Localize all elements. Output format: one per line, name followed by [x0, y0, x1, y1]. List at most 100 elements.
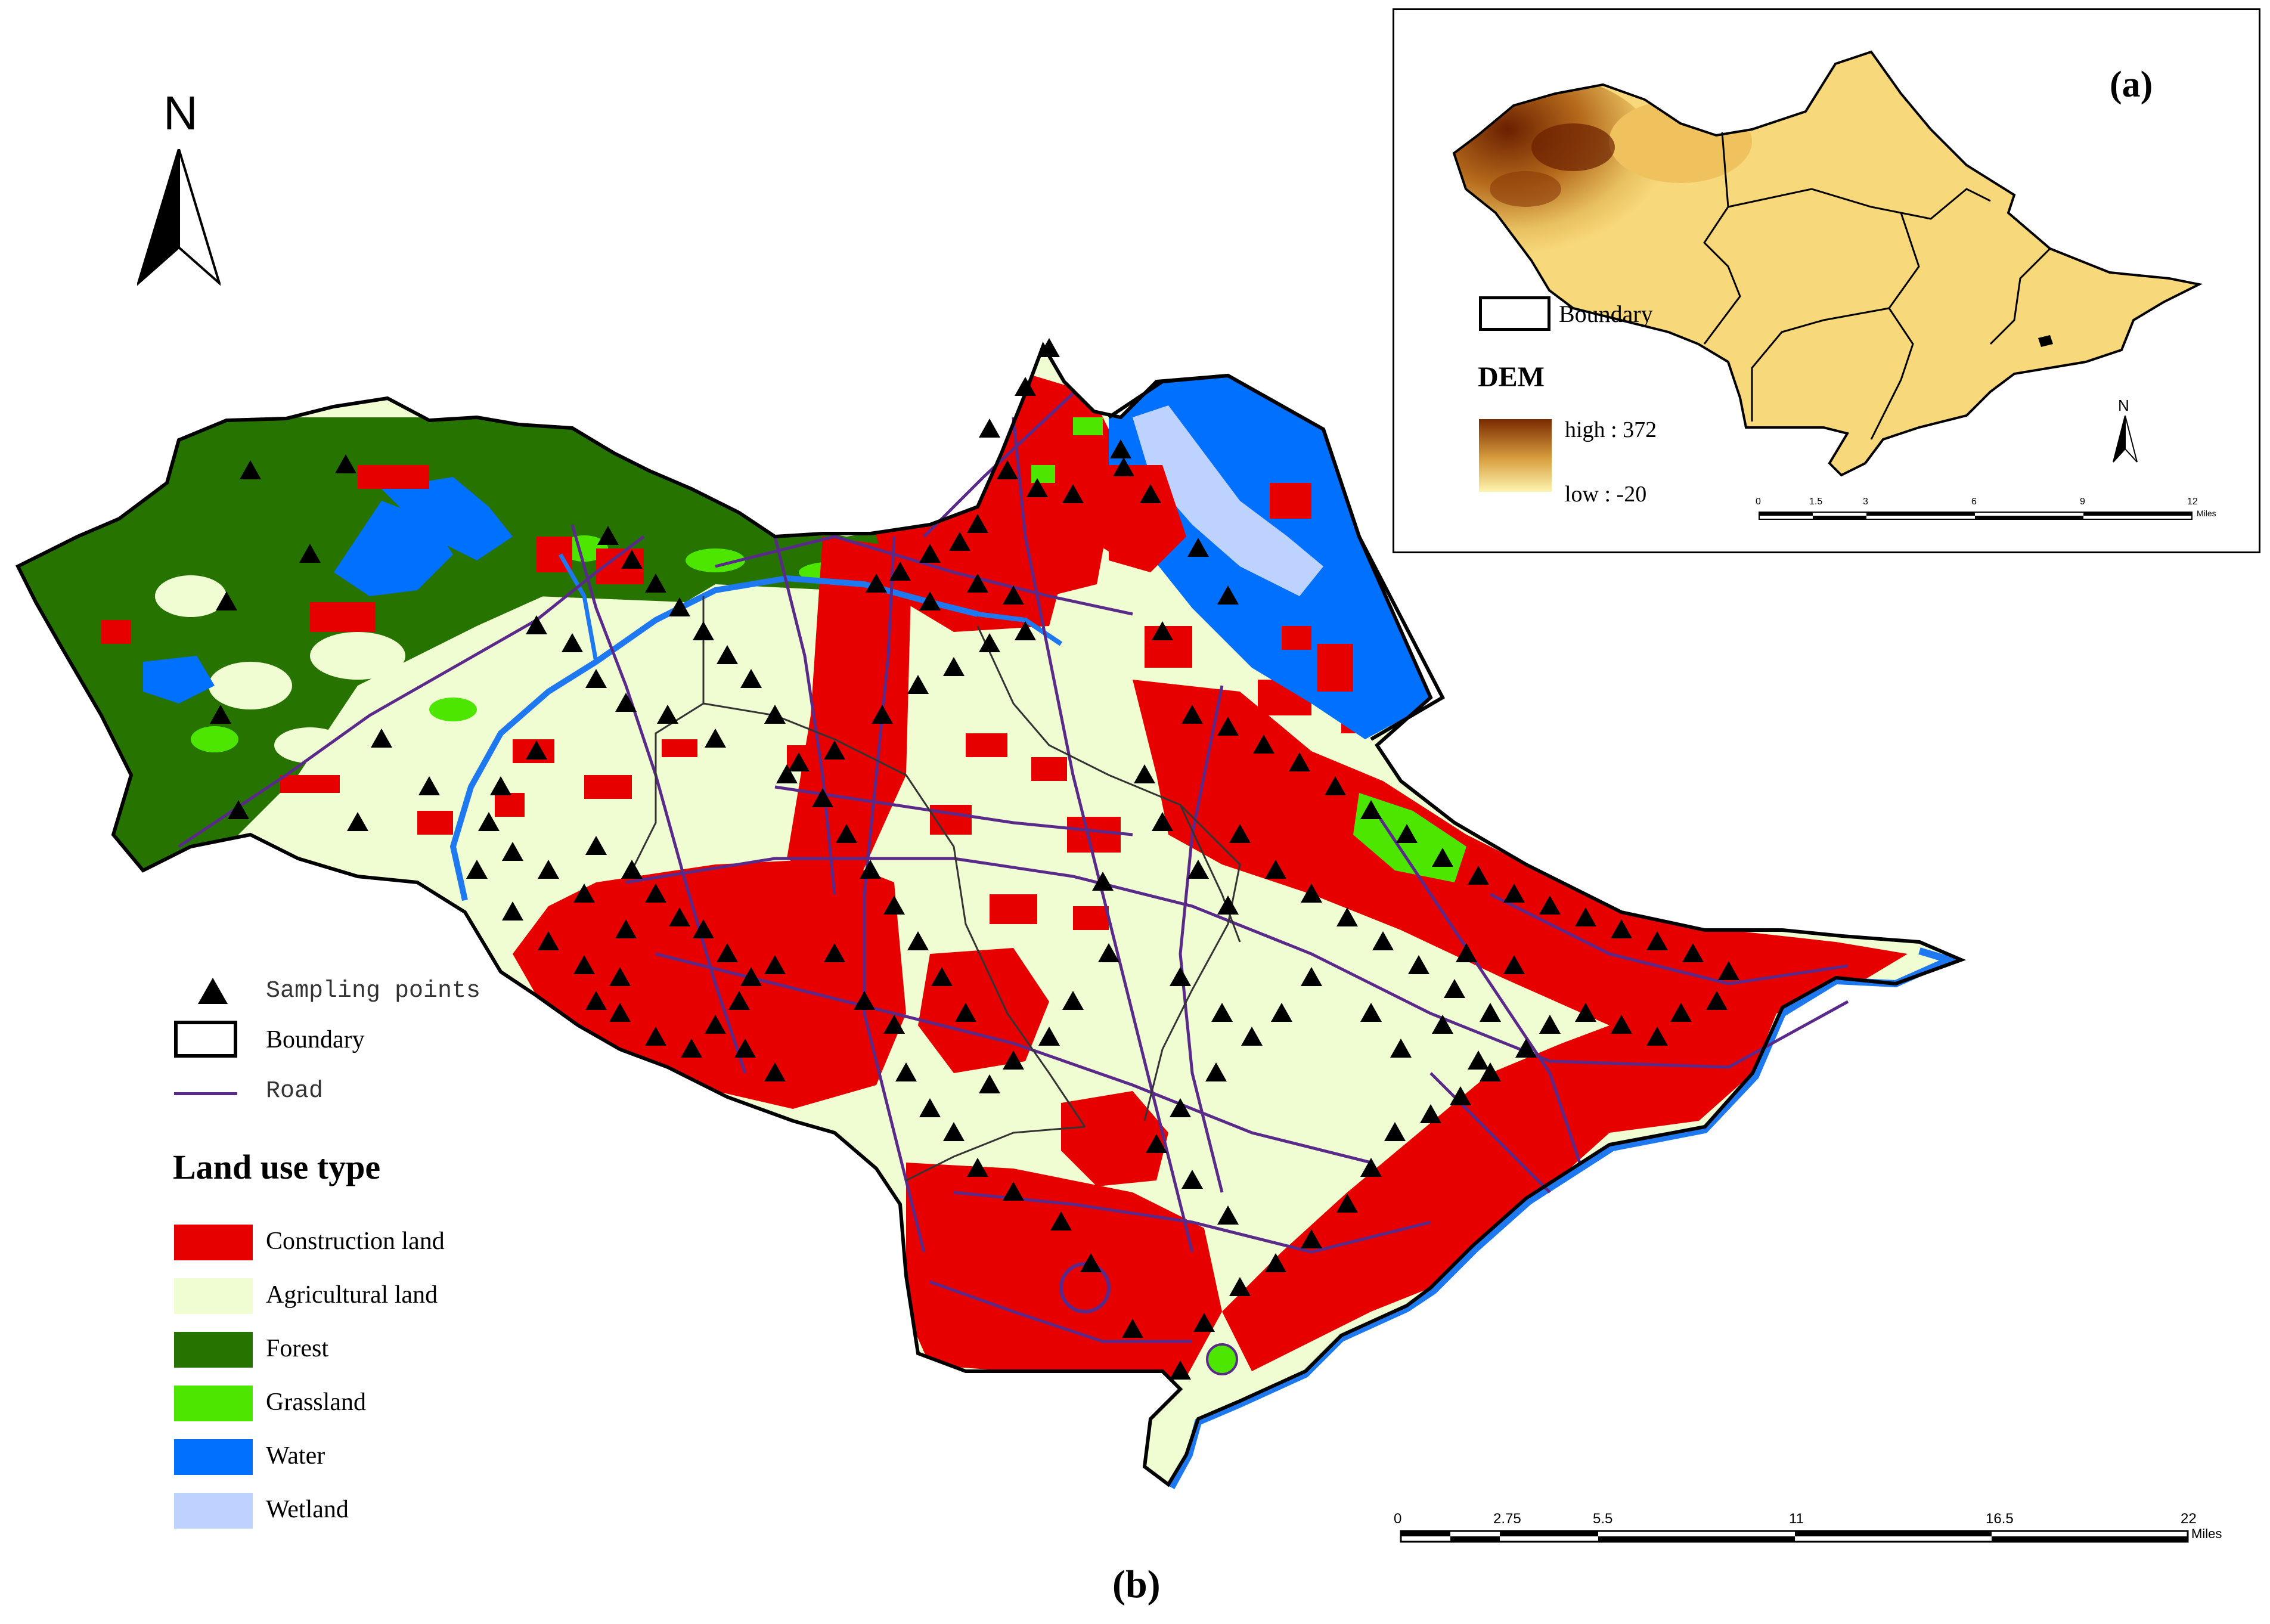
sampling-point — [1503, 955, 1525, 974]
sampling-point — [740, 967, 762, 986]
sampling-point — [854, 991, 875, 1010]
sampling-point — [1038, 338, 1060, 357]
sampling-point — [597, 526, 619, 545]
sampling-point — [1718, 961, 1739, 980]
sampling-point — [669, 907, 690, 926]
inset-north-arrow-icon — [2113, 416, 2138, 463]
sampling-point — [1289, 752, 1310, 771]
sampling-point — [1134, 764, 1155, 783]
sampling-point — [717, 943, 738, 962]
sampling-point — [889, 562, 911, 581]
sampling-point — [967, 574, 988, 593]
sampling-point — [240, 460, 261, 479]
sampling-point — [1646, 1027, 1668, 1046]
legend-boundary: Boundary — [266, 1026, 365, 1053]
inset-boundary-label: Boundary — [1559, 300, 1653, 327]
sampling-point — [1480, 1062, 1501, 1081]
sampling-point — [764, 955, 786, 974]
legend-land-use-title: Land use type — [173, 1148, 381, 1186]
sampling-point — [478, 812, 500, 831]
north-arrow: N — [137, 89, 221, 286]
sampling-point — [943, 1122, 965, 1141]
sampling-point — [1217, 895, 1239, 915]
inset-scale-unit: Miles — [2197, 509, 2216, 518]
sampling-point — [997, 460, 1018, 479]
legend-label-construction-land: Construction land — [266, 1228, 445, 1255]
legend-label-grassland: Grassland — [266, 1389, 366, 1416]
sampling-point — [526, 740, 547, 760]
sampling-point — [1229, 1277, 1251, 1296]
sampling-point — [681, 1039, 702, 1058]
main-scale-bar-graphic — [1400, 1530, 2189, 1543]
sampling-point — [1003, 1182, 1024, 1201]
sampling-point — [1432, 848, 1453, 867]
sampling-point — [1229, 824, 1251, 843]
sampling-point — [979, 633, 1000, 652]
sampling-point — [1360, 1158, 1382, 1177]
panel-label-a: (a) — [2110, 64, 2153, 105]
sampling-point — [919, 591, 941, 610]
sampling-point — [1396, 824, 1418, 843]
sampling-point — [693, 621, 714, 640]
sampling-point — [347, 812, 368, 831]
sampling-point — [418, 776, 440, 795]
sampling-point — [883, 1015, 905, 1034]
sampling-point — [866, 574, 887, 593]
inset-north-arrow: N — [2107, 396, 2143, 474]
sampling-point — [919, 1098, 941, 1117]
sampling-point — [526, 615, 547, 634]
sampling-point — [1301, 884, 1322, 903]
north-letter: N — [163, 86, 198, 140]
sampling-point — [1122, 1319, 1143, 1338]
dem-title: DEM — [1478, 361, 1545, 393]
sampling-point — [1480, 1003, 1501, 1022]
main-scale-tick-label: 5.5 — [1593, 1511, 1613, 1527]
inset-scale-tick-label: 12 — [2187, 497, 2198, 507]
sampling-point — [573, 955, 595, 974]
inset-scale-tick-label: 9 — [2080, 497, 2085, 507]
sampling-point — [1181, 1170, 1203, 1189]
sampling-point — [1456, 943, 1477, 962]
sampling-point — [955, 1003, 976, 1022]
sampling-point — [228, 800, 249, 819]
sampling-point — [931, 967, 953, 986]
sampling-point — [1450, 1086, 1471, 1105]
inset-scale-tick-label: 1.5 — [1809, 497, 1823, 507]
sampling-point — [466, 860, 488, 879]
sampling-point — [562, 633, 583, 652]
main-scale-tick-label: 0 — [1394, 1511, 1402, 1527]
sampling-point — [979, 1074, 1000, 1093]
sampling-point — [907, 675, 929, 694]
sampling-point — [645, 1027, 666, 1046]
sampling-point — [693, 919, 714, 938]
sampling-point — [645, 574, 666, 593]
sampling-point — [907, 931, 929, 950]
sampling-point — [860, 860, 881, 879]
sampling-point — [573, 884, 595, 903]
sampling-point — [1062, 484, 1084, 503]
sampling-point — [1181, 705, 1203, 724]
sampling-point — [1205, 1062, 1227, 1081]
sampling-point — [615, 919, 637, 938]
sampling-point — [919, 544, 941, 563]
inset-north-letter: N — [2118, 396, 2129, 414]
inset-scale-bar-graphic — [1759, 512, 2193, 520]
sampling-point — [1301, 1229, 1322, 1248]
sampling-point — [1336, 907, 1358, 926]
sampling-point — [1110, 439, 1131, 458]
sampling-point — [502, 901, 523, 921]
legend-swatch-grassland — [174, 1386, 253, 1421]
sampling-point — [1706, 991, 1728, 1010]
sampling-point — [335, 454, 356, 473]
sampling-point — [872, 705, 893, 724]
sampling-point — [609, 967, 631, 986]
sampling-point — [585, 836, 607, 855]
sampling-point — [967, 514, 988, 533]
dem-inset-map: (a) Boundary DEM high : 372 low : -20 N … — [1393, 8, 2260, 553]
sampling-point — [609, 1003, 631, 1022]
sampling-point — [615, 693, 637, 712]
sampling-point — [1050, 1211, 1072, 1231]
legend-swatch-water — [174, 1439, 253, 1475]
sampling-point — [1193, 1313, 1215, 1332]
sampling-point — [1170, 967, 1191, 986]
